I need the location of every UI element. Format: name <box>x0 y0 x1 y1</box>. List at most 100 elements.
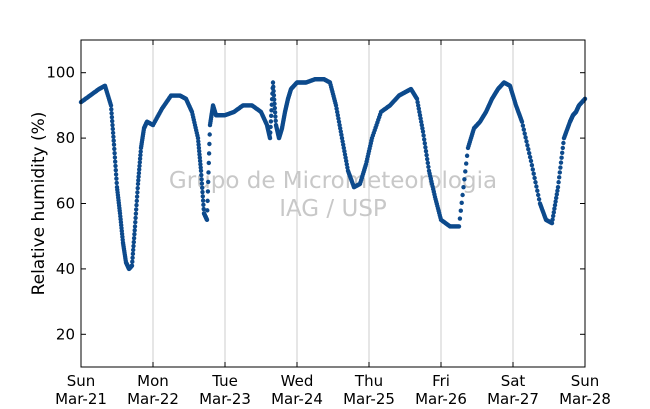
data-point <box>523 135 528 140</box>
data-point <box>342 152 348 157</box>
data-point <box>464 153 470 158</box>
data-point <box>529 163 535 168</box>
data-point <box>200 189 205 195</box>
y-tick-label: 60 <box>56 195 75 213</box>
data-point <box>134 207 139 212</box>
data-point <box>420 126 425 131</box>
x-tick-label-date: Mar-27 <box>487 390 539 408</box>
data-point <box>197 148 202 154</box>
data-point <box>343 155 348 160</box>
data-point <box>197 158 203 164</box>
x-tick-label-date: Mar-23 <box>199 390 251 408</box>
data-point <box>333 103 339 108</box>
data-point <box>197 155 202 160</box>
data-point <box>344 162 349 167</box>
data-point <box>535 188 540 193</box>
data-point <box>111 142 117 147</box>
x-tick-label-date: Mar-22 <box>127 390 179 408</box>
data-point <box>198 165 203 170</box>
data-point <box>536 197 542 202</box>
x-tick-label-day: Wed <box>281 372 314 390</box>
data-point <box>549 220 555 226</box>
data-point <box>416 106 421 111</box>
data-point <box>110 118 115 124</box>
data-point <box>527 154 533 160</box>
data-point <box>109 107 114 112</box>
data-point <box>417 113 423 118</box>
data-point <box>271 93 277 98</box>
data-point <box>421 133 426 138</box>
y-tick-label: 40 <box>56 260 75 278</box>
data-point <box>272 110 278 115</box>
data-point <box>110 126 116 132</box>
x-tick-label-day: Sat <box>501 372 526 390</box>
data-point <box>551 210 556 215</box>
data-point <box>335 113 340 118</box>
data-point <box>131 239 136 245</box>
y-tick-label: 80 <box>56 129 75 147</box>
data-point <box>207 141 212 147</box>
data-point <box>135 190 140 195</box>
data-point <box>528 158 534 164</box>
data-point <box>422 141 427 146</box>
data-point <box>130 255 135 260</box>
watermark-line-1: Grupo de Micrometeorologia <box>169 168 497 194</box>
data-point <box>422 137 427 142</box>
data-point <box>200 194 205 199</box>
data-point <box>134 202 139 208</box>
data-point <box>206 151 212 156</box>
data-point <box>199 172 204 178</box>
data-point <box>132 224 138 229</box>
data-point <box>271 88 276 94</box>
data-point <box>532 175 537 181</box>
data-point <box>206 170 211 175</box>
data-point <box>273 118 278 123</box>
data-point <box>460 192 465 198</box>
x-tick-label-date: Mar-26 <box>415 390 467 408</box>
data-point <box>268 124 273 130</box>
x-tick-label-date: Mar-24 <box>271 390 323 408</box>
data-point <box>196 142 201 147</box>
data-point <box>463 169 468 174</box>
data-point <box>456 224 462 229</box>
data-point <box>425 160 430 166</box>
data-point <box>205 198 210 204</box>
data-point <box>419 119 424 124</box>
data-point <box>414 96 420 102</box>
data-point <box>344 158 349 164</box>
data-point <box>131 235 137 241</box>
data-point <box>426 164 431 170</box>
data-point <box>201 202 206 208</box>
data-point <box>134 198 139 204</box>
data-point <box>134 194 140 199</box>
data-point <box>415 99 420 105</box>
data-point <box>416 103 421 108</box>
data-point <box>197 152 202 157</box>
data-point <box>342 148 347 154</box>
data-point <box>137 167 142 172</box>
x-tick-label-day: Fri <box>432 372 450 390</box>
data-point <box>521 127 526 132</box>
data-point <box>458 208 463 213</box>
data-point <box>136 178 141 183</box>
data-point <box>195 135 201 141</box>
data-point <box>419 122 424 128</box>
data-point <box>206 179 211 185</box>
data-point <box>272 97 277 102</box>
data-point <box>339 135 345 141</box>
data-point <box>417 109 422 115</box>
data-point <box>418 116 423 121</box>
x-tick-label-day: Thu <box>354 372 383 390</box>
data-point <box>113 159 118 164</box>
data-point <box>133 219 138 225</box>
data-point <box>205 189 211 194</box>
data-point <box>130 259 135 264</box>
data-point <box>201 206 206 212</box>
data-point <box>552 206 557 211</box>
data-point <box>200 185 205 190</box>
data-point <box>272 101 277 106</box>
data-point <box>205 208 210 213</box>
data-point <box>557 170 562 175</box>
data-point <box>423 145 428 150</box>
